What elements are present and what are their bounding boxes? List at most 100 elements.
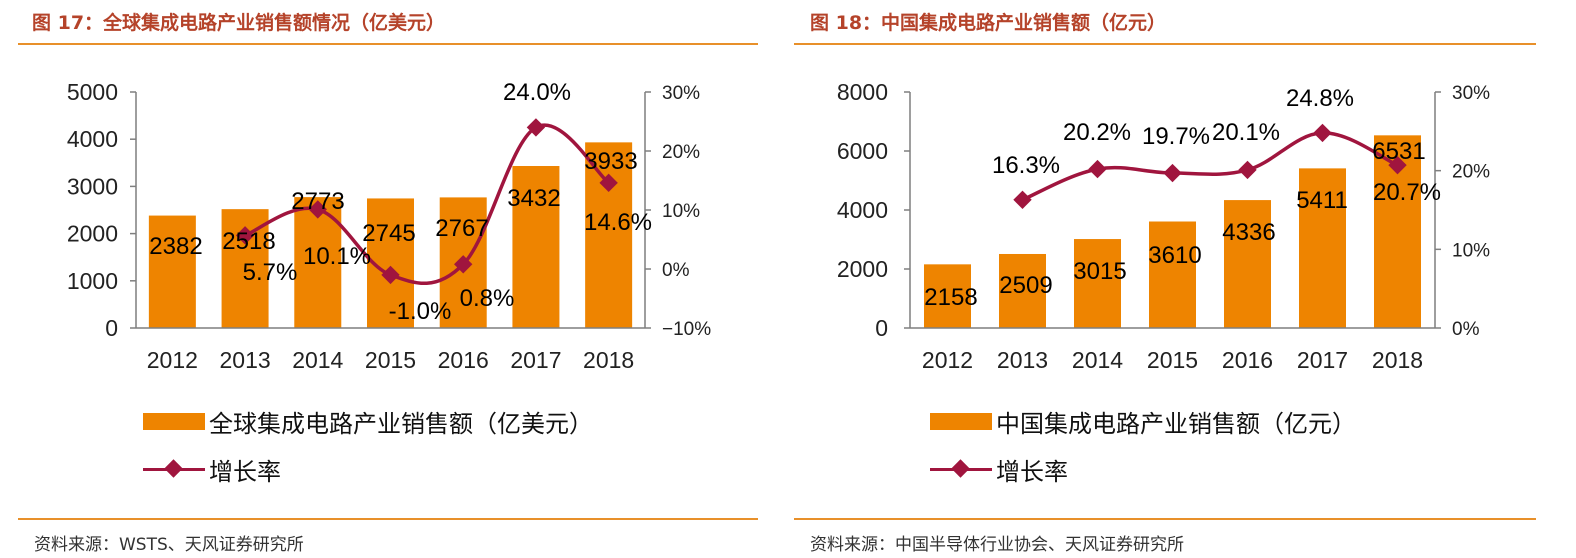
bar-value-label: 2158 <box>924 284 977 311</box>
figure-title: 图 17：全球集成电路产业销售额情况（亿美元） <box>32 12 446 34</box>
growth-marker-2018 <box>599 173 618 193</box>
x-tick-label: 2018 <box>583 347 634 373</box>
growth-marker-2016 <box>454 255 473 274</box>
legend-line-entry: 增长率 <box>930 452 1068 487</box>
growth-marker-2015 <box>1163 163 1182 183</box>
growth-marker-2016 <box>1238 160 1257 180</box>
growth-value-label: 0.8% <box>460 285 515 312</box>
figure-title: 图 18：中国集成电路产业销售额（亿元） <box>810 12 1167 34</box>
growth-marker-2015 <box>381 265 400 285</box>
x-tick-label: 2016 <box>438 347 489 373</box>
legend-bar-entry: 全球集成电路产业销售额（亿美元） <box>143 404 593 439</box>
bar-value-label: 2518 <box>222 228 275 255</box>
figure-17-panel: 图 17：全球集成电路产业销售额情况（亿美元） 0 1000 2000 3000 400… <box>0 0 770 558</box>
x-tick-label: 2017 <box>1297 347 1348 373</box>
growth-value-label: 14.6% <box>584 209 652 236</box>
legend-bar-label: 中国集成电路产业销售额（亿元） <box>996 410 1356 438</box>
bar-value-label: 6531 <box>1372 138 1425 165</box>
source-note: 资料来源：WSTS、天风证券研究所 <box>34 535 304 555</box>
title-divider <box>794 43 1536 45</box>
y-tick-label: 3000 <box>67 173 118 199</box>
legend-line-entry: 增长率 <box>143 452 281 487</box>
legend-bar-label: 全球集成电路产业销售额（亿美元） <box>209 410 593 438</box>
bar-2012 <box>924 264 971 328</box>
figure-18-panel: 图 18：中国集成电路产业销售额（亿元） 0 2000 4000 6000 8000 0%… <box>790 0 1576 558</box>
x-tick-label: 2018 <box>1372 347 1423 373</box>
bar-2018 <box>585 142 633 328</box>
x-tick-label: 2012 <box>147 347 198 373</box>
y2-tick-label: 10% <box>662 201 700 222</box>
growth-marker-2013 <box>235 226 255 245</box>
y-tick-label: 0 <box>875 315 888 341</box>
bar-2017 <box>1299 168 1346 328</box>
y-tick-label: 2000 <box>67 221 118 247</box>
bar-value-label: 5411 <box>1296 187 1348 214</box>
x-tick-label: 2013 <box>219 347 270 373</box>
legend-line-swatch <box>930 459 992 478</box>
y2-tick-label: 30% <box>662 83 700 104</box>
y-tick-label: 0 <box>105 315 118 341</box>
china-ic-sales-chart: 0 2000 4000 6000 8000 0% 10% 20% 30% 2012 2013 2014… <box>837 79 1490 373</box>
title-divider <box>18 43 758 45</box>
bar-value-label: 2509 <box>999 272 1052 299</box>
growth-value-label: 10.1% <box>303 243 371 270</box>
y-tick-label: 2000 <box>837 256 888 282</box>
legend-line-label: 增长率 <box>209 458 281 486</box>
y2-tick-label: 30% <box>1452 83 1490 104</box>
y2-tick-label: 20% <box>662 142 700 163</box>
bar-2012 <box>148 215 196 328</box>
legend-bar-swatch <box>143 413 205 430</box>
bar-value-label: 3610 <box>1148 242 1201 269</box>
growth-value-label: 5.7% <box>243 259 298 286</box>
x-tick-label: 2012 <box>922 347 973 373</box>
y-tick-label: 4000 <box>67 126 118 152</box>
growth-value-label: 24.8% <box>1286 85 1354 112</box>
y-tick-label: 4000 <box>837 197 888 223</box>
bar-2015 <box>1149 221 1196 328</box>
y2-tick-label: 0% <box>662 260 690 281</box>
growth-value-label: 20.2% <box>1063 119 1131 146</box>
global-ic-sales-chart: 0 1000 2000 3000 4000 5000 −10% 0% 10% 20% 30% 2012… <box>67 79 711 373</box>
y-tick-label: 8000 <box>837 79 888 105</box>
y-tick-label: 1000 <box>67 268 118 294</box>
bar-value-label: 3933 <box>584 148 637 175</box>
x-tick-label: 2014 <box>1072 347 1123 373</box>
growth-marker-2013 <box>1013 190 1032 209</box>
source-note: 资料来源：中国半导体行业协会、天风证券研究所 <box>810 535 1184 555</box>
growth-value-label: 24.0% <box>503 79 571 106</box>
legend-line-swatch <box>143 459 205 478</box>
y-tick-label: 6000 <box>837 138 888 164</box>
source-divider <box>794 518 1536 520</box>
bar-value-label: 3432 <box>507 185 560 212</box>
x-tick-label: 2015 <box>365 347 416 373</box>
growth-value-label: 20.7% <box>1373 179 1441 206</box>
y2-tick-label: 10% <box>1452 240 1490 261</box>
x-tick-label: 2015 <box>1147 347 1198 373</box>
growth-marker-2017 <box>1313 123 1332 143</box>
growth-marker-2014 <box>1088 159 1107 179</box>
source-divider <box>18 518 758 520</box>
x-tick-label: 2014 <box>292 347 343 373</box>
bar-value-label: 2382 <box>149 233 202 260</box>
y-tick-label: 5000 <box>67 79 118 105</box>
x-tick-label: 2017 <box>510 347 561 373</box>
growth-rate-line <box>1021 131 1399 202</box>
growth-marker-2014 <box>308 200 327 219</box>
growth-value-label: 19.7% <box>1142 123 1210 150</box>
bar-2013 <box>999 253 1046 328</box>
legend-bar-swatch <box>930 413 992 430</box>
bar-value-label: 4336 <box>1222 219 1275 246</box>
y2-tick-label: −10% <box>662 319 711 340</box>
bar-2017 <box>512 166 560 328</box>
legend-line-label: 增长率 <box>996 458 1068 486</box>
growth-value-label: -1.0% <box>389 298 452 325</box>
bar-2016 <box>1224 200 1271 328</box>
x-tick-label: 2016 <box>1222 347 1273 373</box>
bar-value-label: 3015 <box>1073 258 1126 285</box>
growth-marker-2018 <box>1388 155 1407 175</box>
y2-tick-label: 20% <box>1452 162 1490 183</box>
legend-bar-entry: 中国集成电路产业销售额（亿元） <box>930 404 1356 439</box>
bar-value-label: 2767 <box>435 215 488 242</box>
y2-tick-label: 0% <box>1452 319 1480 340</box>
growth-value-label: 16.3% <box>992 152 1060 179</box>
